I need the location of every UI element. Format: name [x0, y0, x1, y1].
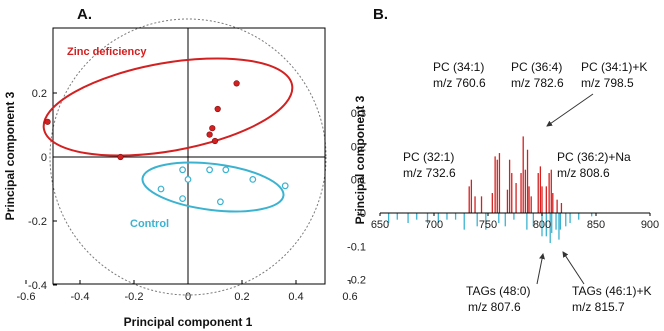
y-tick-label: 0: [41, 152, 47, 164]
zinc-group-label: Zinc deficiency: [67, 46, 147, 58]
panel-a-y-axis-label: Principal component 3: [3, 91, 17, 220]
zinc-ellipse: [42, 57, 294, 157]
control-point: [249, 175, 257, 183]
x-tick-label: 650: [371, 219, 389, 231]
panel-a-x-axis-label: Principal component 1: [124, 315, 253, 329]
control-point: [179, 195, 187, 203]
y-tick-label: -0.2: [347, 275, 366, 287]
annotation-pc-34-1-k: PC (34:1)+K m/z 798.5: [546, 60, 647, 127]
annotation-pc-32-1-mz: m/z 732.6: [403, 166, 456, 180]
x-tick-label: -0.2: [125, 291, 144, 303]
zinc-point: [44, 118, 51, 125]
zinc-point: [117, 153, 124, 161]
x-tick-label: -0.4: [71, 291, 90, 303]
x-tick-label: 0.4: [288, 291, 303, 303]
annotation-tags-48-0-arrow: [536, 253, 545, 285]
y-tick-label: -0.2: [28, 216, 47, 228]
zinc-point: [206, 131, 213, 138]
x-tick-label: 850: [587, 219, 605, 231]
panel-a: A. -0.8-0.6-0.4-0.200.20.40.6 0.20-0.2-0…: [3, 6, 358, 329]
panel-b-label: B.: [373, 6, 388, 23]
annotation-pc-34-1-k-arrow: [546, 93, 594, 127]
annotation-pc-32-1: PC (32:1) m/z 732.6: [403, 150, 456, 180]
control-ellipse: [141, 161, 285, 213]
x-tick-label: 0.2: [234, 291, 249, 303]
zinc-point: [233, 80, 240, 87]
annotation-tags-46-1-k: TAGs (46:1)+K m/z 815.7: [562, 251, 651, 314]
x-tick-label: 900: [641, 219, 659, 231]
y-tick-label: 0.2: [351, 141, 366, 153]
panel-a-label: A.: [77, 6, 92, 23]
annotation-pc-32-1-name: PC (32:1): [403, 150, 454, 164]
annotation-pc-36-4-mz: m/z 782.6: [511, 76, 564, 90]
annotation-tags-46-1-k-name: TAGs (46:1)+K: [572, 284, 651, 298]
annotation-pc-34-1-mz: m/z 760.6: [433, 76, 486, 90]
y-tick-label: -0.1: [347, 241, 366, 253]
panel-b: B. Principal component 3 650 700 750 800 850…: [347, 6, 659, 314]
annotation-pc-34-1-name: PC (34:1): [433, 60, 484, 74]
annotation-tags-48-0: TAGs (48:0) m/z 807.6: [466, 253, 545, 314]
control-point: [157, 185, 165, 193]
x-tick-label: 800: [533, 219, 551, 231]
control-point: [206, 166, 214, 174]
annotation-pc-36-2-na-mz: m/z 808.6: [557, 166, 610, 180]
x-tick-label: 700: [425, 219, 443, 231]
control-point: [179, 166, 187, 174]
annotation-tags-46-1-k-arrow: [562, 251, 585, 285]
zinc-point: [211, 137, 219, 145]
zinc-point: [209, 125, 216, 132]
y-tick-label: 0.3: [351, 108, 366, 120]
annotation-pc-34-1-k-mz: m/z 798.5: [581, 76, 634, 90]
annotation-tags-48-0-name: TAGs (48:0): [466, 284, 530, 298]
zinc-point: [214, 105, 221, 113]
y-tick-label: 0.1: [351, 175, 366, 187]
annotation-tags-46-1-k-mz: m/z 815.7: [572, 300, 625, 314]
x-tick-label: 0.6: [342, 291, 357, 303]
y-tick-label: -0.4: [28, 280, 47, 292]
annotation-pc-36-4: PC (36:4) m/z 782.6: [511, 60, 564, 90]
control-group-label: Control: [130, 218, 169, 230]
control-point: [216, 198, 224, 206]
x-tick-label: 0: [185, 291, 191, 303]
annotation-tags-48-0-mz: m/z 807.6: [468, 300, 521, 314]
y-tick-label: 0.2: [32, 88, 47, 100]
annotation-pc-34-1-k-name: PC (34:1)+K: [581, 60, 647, 74]
control-point: [222, 166, 230, 174]
annotation-pc-36-2-na: PC (36:2)+Na m/z 808.6: [557, 150, 631, 180]
panel-b-y-axis-label: Principal component 3: [353, 95, 367, 224]
annotation-pc-34-1: PC (34:1) m/z 760.6: [433, 60, 486, 90]
x-tick-label: -0.6: [17, 291, 36, 303]
x-tick-label: 750: [479, 219, 497, 231]
control-point: [281, 182, 289, 190]
correlation-circle: [49, 18, 327, 296]
annotation-pc-36-2-na-name: PC (36:2)+Na: [557, 150, 631, 164]
panel-a-frame: [52, 27, 326, 285]
control-point: [184, 175, 192, 183]
y-tick-label: 0: [360, 208, 366, 220]
annotation-pc-36-4-name: PC (36:4): [511, 60, 562, 74]
